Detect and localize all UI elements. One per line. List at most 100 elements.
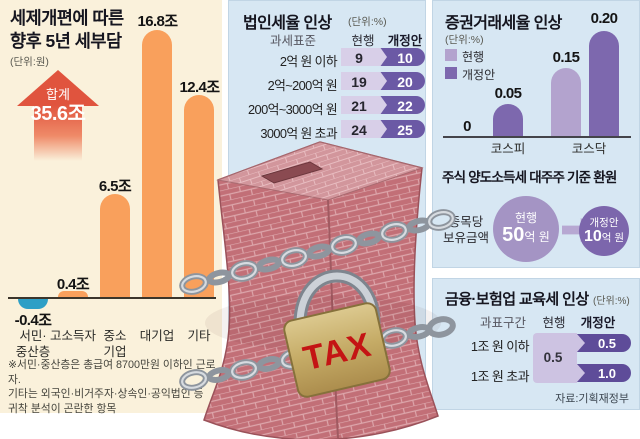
corp-row-bracket: 2억 원 이하 (279, 54, 338, 69)
capital-gains-current-suffix: 억 원 (524, 230, 550, 244)
edu-row-bracket: 1조 원 초과 (470, 369, 530, 384)
coin-slot-icon (260, 161, 324, 184)
building-shape (203, 141, 441, 439)
source-credit: 자료:기획재정부 (555, 393, 629, 405)
securities-tax-unit: (단위:%) (445, 34, 484, 46)
legend-current-swatch (445, 49, 457, 61)
securities-x-axis (443, 136, 631, 138)
cat-gosodeukja: 고소득자 (49, 329, 96, 343)
securities-tax-panel: 증권거래세율 인상 (단위:%) 현행 개정안 0 0.05 0.15 0.20… (432, 0, 640, 268)
edu-revised-pill (577, 364, 631, 382)
value-gita: 12.4조 (179, 79, 221, 96)
value-gosodeukja: 0.4조 (56, 276, 90, 293)
edu-revised-value: 1.0 (597, 366, 617, 381)
bar-daegieop (142, 30, 172, 297)
value-seomin: -0.4조 (14, 312, 52, 329)
education-tax-title: 금융·보험업 교육세 인상 (445, 291, 589, 308)
education-tax-panel: 금융·보험업 교육세 인상 (단위:%) 과표구간 현행 개정안 1조 원 이하… (432, 278, 640, 410)
corp-row-bracket: 3000억 원 초과 (260, 126, 337, 141)
kospi-current-value: 0 (463, 118, 471, 135)
capital-gains-revised-label: 개정안 (589, 216, 619, 229)
edu-revised-pill (577, 334, 631, 352)
securities-tax-title: 증권거래세율 인상 (445, 15, 562, 32)
corp-row-current-cell (341, 120, 387, 138)
corp-row-bracket: 2억~200억 원 (267, 78, 338, 93)
kosdaq-category: 코스닥 (571, 142, 607, 156)
corp-row-current-value: 24 (351, 122, 367, 138)
cat-daegieop: 대기업 (139, 329, 175, 343)
corp-row-revised-value: 25 (397, 122, 413, 138)
corporate-tax-unit: (단위:%) (348, 16, 387, 28)
edu-pill-notch-icon (577, 334, 585, 352)
kospi-revised-value: 0.05 (494, 85, 522, 102)
edu-current-merged-value: 0.5 (543, 350, 563, 365)
corp-row-revised-cell (379, 72, 425, 90)
value-jungso: 6.5조 (98, 178, 132, 195)
col-header-current: 현행 (351, 34, 375, 48)
capital-gains-revised-number: 10 (583, 227, 602, 245)
value-daegieop: 16.8조 (137, 13, 179, 30)
legend-current-label: 현행 (462, 50, 485, 64)
cat-jungso: 중소 기업 (103, 329, 127, 359)
corp-row-revised-value: 20 (397, 74, 413, 90)
kosdaq-revised-value: 0.20 (590, 10, 618, 27)
edu-col-current: 현행 (542, 316, 566, 330)
footnote: ※서민·중산층은 총급여 8700만원 이하인 근로자. 기타는 외국인·비거주… (8, 359, 216, 415)
corp-row-bracket: 200억~3000억 원 (248, 102, 338, 117)
total-label: 합계 (46, 87, 70, 102)
corp-row-revised-value: 10 (397, 50, 413, 66)
corp-row-revised-cell (379, 120, 425, 138)
bar-jungso (100, 194, 130, 297)
legend-revised-label: 개정안 (462, 68, 496, 82)
corp-row-revised-cell (379, 48, 425, 66)
capital-gains-current-circle: 현행 50억 원 (493, 196, 559, 262)
x-axis (8, 297, 216, 299)
bar-gosodeukja (58, 291, 88, 297)
kosdaq-revised-bar (589, 31, 619, 136)
kospi-revised-bar (493, 104, 523, 136)
kosdaq-current-value: 0.15 (552, 49, 580, 66)
col-header-bracket: 과세표준 (269, 34, 316, 48)
edu-col-bracket: 과표구간 (479, 316, 526, 330)
cat-seomin: 서민· 중산층 (15, 329, 51, 359)
edu-col-revised: 개정안 (580, 316, 616, 330)
capital-gains-revised-circle: 개정안 10억 원 (579, 206, 629, 256)
edu-current-merged-cell (533, 333, 577, 383)
corp-row-current-cell (341, 96, 387, 114)
corp-row-current-value: 21 (351, 98, 367, 114)
edu-revised-value: 0.5 (597, 336, 617, 351)
corp-row-current-value: 19 (351, 74, 367, 90)
five-year-burden-panel: 세제개편에 따른 향후 5년 세부담 (단위:원) 합계 35.6조 -0.4조… (0, 0, 222, 415)
total-arrow-icon (17, 70, 99, 106)
total-callout: 합계 35.6조 (17, 87, 99, 125)
padlock-icon: TAX (283, 269, 391, 398)
capital-gains-row-label: 종목당 보유금액 (442, 215, 489, 245)
chain-upper (179, 209, 456, 295)
corporate-tax-title: 법인세율 인상 (243, 15, 332, 32)
five-year-burden-unit: (단위:원) (10, 56, 49, 68)
total-arrow-body (34, 105, 82, 161)
bar-seomin (18, 299, 48, 309)
education-tax-unit: (단위:%) (593, 296, 630, 307)
tax-building-illustration: TAX (179, 141, 456, 439)
capital-gains-current-label: 현행 (514, 211, 538, 225)
edu-row-bracket: 1조 원 이하 (470, 339, 530, 354)
bar-gita (184, 95, 214, 297)
five-year-burden-title: 세제개편에 따른 향후 5년 세부담 (10, 8, 124, 51)
kospi-category: 코스피 (490, 142, 526, 156)
corp-row-current-value: 9 (355, 50, 363, 66)
legend-revised-swatch (445, 67, 457, 79)
corp-row-current-cell (341, 48, 387, 66)
capital-gains-title: 주식 양도소득세 대주주 기준 환원 (442, 170, 617, 185)
cat-gita: 기타 (187, 329, 211, 343)
total-value: 35.6조 (30, 103, 86, 125)
kosdaq-current-bar (551, 68, 581, 136)
corp-row-revised-cell (379, 96, 425, 114)
corp-row-current-cell (341, 72, 387, 90)
capital-gains-current-number: 50 (502, 224, 525, 246)
corp-row-revised-value: 22 (397, 98, 413, 114)
edu-pill-notch-icon (577, 364, 585, 382)
col-header-revised: 개정안 (387, 34, 423, 48)
capital-gains-revised-suffix: 억 원 (601, 231, 625, 244)
